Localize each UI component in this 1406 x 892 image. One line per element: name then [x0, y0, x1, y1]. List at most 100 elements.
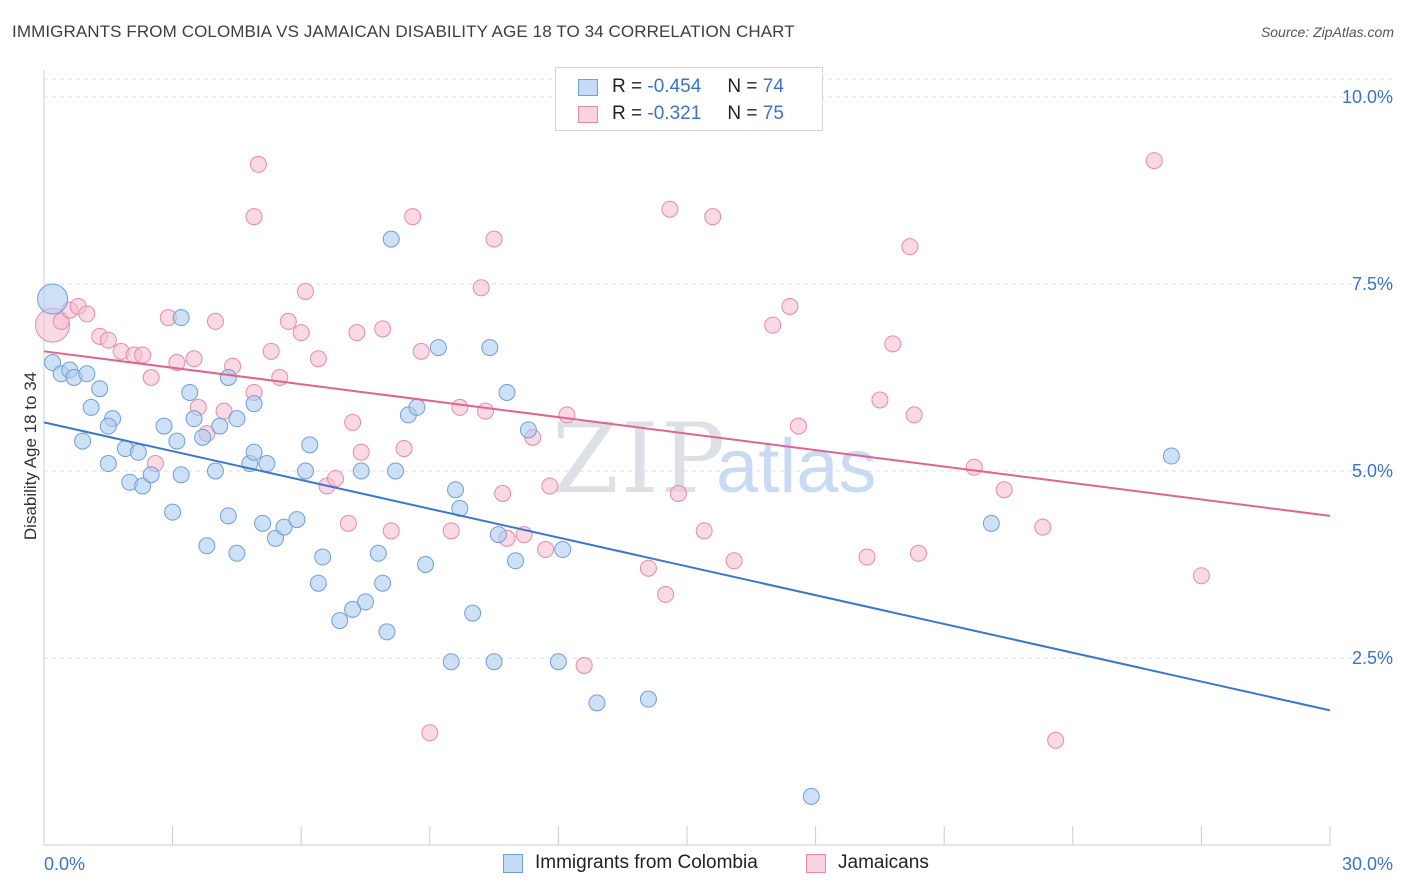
jamaicans-point: [494, 484, 512, 502]
colombia-point: [417, 556, 435, 573]
colombia-point: [37, 283, 69, 315]
jamaicans-point: [909, 544, 927, 562]
jamaicans-point: [296, 282, 314, 300]
legend-item-jamaicans[interactable]: Jamaicans: [806, 852, 929, 874]
colombia-point: [314, 548, 332, 566]
jamaicans-point: [442, 522, 460, 540]
tick-labels: 2.5% 5.0% 7.5% 10.0% 0.0% 30.0%: [44, 87, 1393, 874]
colombia-point: [982, 514, 1000, 532]
colombia-point: [464, 604, 482, 622]
colombia-point: [129, 443, 147, 461]
colombia-point: [185, 410, 203, 428]
y-tick-label: 10.0%: [1342, 87, 1393, 107]
colombia-points: [37, 230, 1180, 805]
jamaicans-point: [404, 208, 422, 226]
jamaicans-point: [858, 548, 876, 566]
legend-swatch-pink: [578, 105, 598, 123]
jamaicans-point: [245, 208, 263, 226]
chart-title: IMMIGRANTS FROM COLOMBIA VS JAMAICAN DIS…: [12, 22, 795, 41]
y-tick-label: 5.0%: [1352, 461, 1393, 481]
jamaicans-point: [995, 481, 1013, 499]
colombia-point: [481, 339, 499, 357]
jamaicans-point: [764, 316, 782, 334]
y-tick-label: 2.5%: [1352, 648, 1393, 668]
jamaicans-trend-line: [43, 350, 1331, 517]
colombia-point: [554, 541, 572, 559]
watermark-atlas: atlas: [716, 424, 877, 509]
colombia-point: [498, 383, 516, 401]
jamaicans-point: [905, 406, 923, 424]
jamaicans-point: [477, 402, 495, 420]
colombia-point: [228, 410, 246, 428]
legend-row-jamaicans: R = -0.321 N = 75: [578, 103, 784, 125]
jamaicans-point: [134, 346, 152, 364]
colombia-point: [194, 428, 212, 446]
jamaicans-point: [451, 398, 469, 416]
legend-item-colombia[interactable]: Immigrants from Colombia: [503, 852, 758, 874]
jamaicans-point: [206, 312, 224, 330]
colombia-point: [378, 623, 396, 641]
gridlines: [44, 78, 1392, 659]
legend-r-value: -0.454: [647, 76, 702, 97]
jamaicans-point: [1047, 731, 1065, 749]
watermark-zip: ZIP: [552, 403, 727, 515]
colombia-point: [442, 653, 460, 671]
jamaicans-point: [695, 522, 713, 540]
colombia-point: [301, 436, 319, 454]
y-tick-label: 7.5%: [1352, 274, 1393, 294]
jamaicans-point: [901, 238, 919, 256]
colombia-point: [245, 395, 263, 413]
series-legend: Immigrants from Colombia Jamaicans: [0, 852, 1406, 876]
legend-r-value: -0.321: [647, 103, 702, 124]
colombia-point: [369, 544, 387, 562]
legend-n-value: 74: [762, 76, 784, 97]
jamaicans-point: [352, 443, 370, 461]
colombia-point: [296, 462, 314, 480]
jamaicans-point: [348, 324, 366, 342]
colombia-point: [181, 383, 199, 401]
jamaicans-point: [99, 331, 117, 349]
jamaicans-point: [395, 440, 413, 458]
jamaicans-point: [168, 354, 186, 372]
stats-legend: R = -0.454 N = 74 R = -0.321 N = 75: [555, 67, 823, 131]
x-tick-label: 0.0%: [44, 854, 85, 874]
colombia-point: [172, 466, 190, 484]
jamaicans-point: [1192, 567, 1210, 585]
jamaicans-point: [575, 656, 593, 674]
y-axis-label: Disability Age 18 to 34: [21, 372, 40, 540]
colombia-point: [219, 507, 237, 525]
jamaicans-point: [78, 305, 96, 323]
colombia-point: [168, 432, 186, 450]
colombia-point: [74, 432, 92, 450]
legend-swatch-blue: [503, 853, 523, 873]
colombia-point: [82, 398, 100, 416]
colombia-point: [142, 466, 160, 484]
colombia-point: [447, 481, 465, 499]
colombia-point: [91, 380, 109, 398]
jamaicans-point: [326, 469, 344, 487]
colombia-point: [99, 455, 117, 473]
colombia-point: [357, 593, 374, 611]
jamaicans-point: [871, 391, 889, 409]
jamaicans-point: [142, 369, 160, 386]
jamaicans-point: [661, 200, 679, 218]
jamaicans-point: [541, 477, 559, 495]
jamaicans-point: [412, 342, 430, 360]
colombia-trend-line: [43, 421, 1331, 712]
jamaicans-point: [279, 312, 297, 330]
jamaicans-point: [669, 484, 687, 502]
jamaicans-point: [965, 458, 983, 476]
colombia-point: [219, 369, 237, 386]
colombia-point: [549, 653, 567, 671]
legend-n-label: N =: [727, 103, 758, 124]
jamaicans-point: [262, 342, 280, 360]
jamaicans-point: [558, 406, 576, 424]
colombia-point: [588, 694, 606, 712]
colombia-point: [172, 309, 190, 327]
jamaicans-point: [789, 417, 807, 435]
colombia-point: [275, 518, 293, 536]
jamaicans-point: [309, 350, 327, 368]
jamaicans-point: [1034, 518, 1052, 536]
jamaicans-point: [781, 297, 799, 315]
